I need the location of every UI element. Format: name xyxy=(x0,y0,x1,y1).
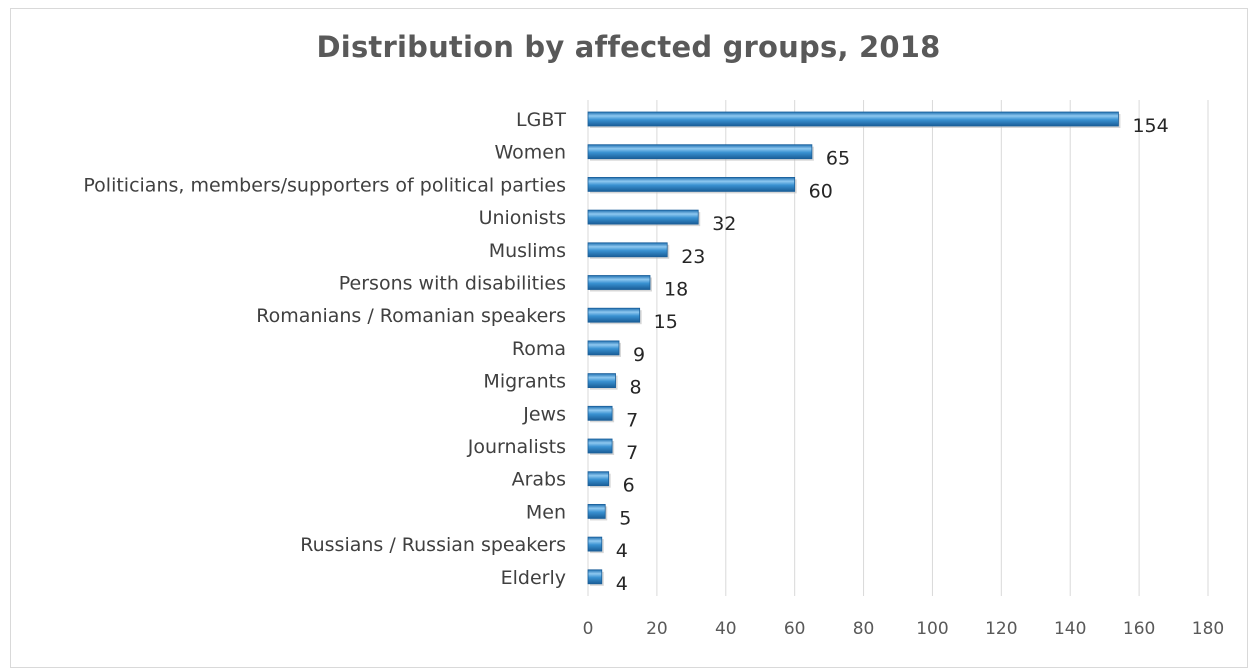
data-label: 5 xyxy=(619,507,631,529)
data-label: 65 xyxy=(826,148,850,170)
category-labels: LGBT Women Politicians, members/supporters… xyxy=(83,109,566,589)
data-label: 23 xyxy=(681,246,705,268)
data-label: 6 xyxy=(623,475,635,497)
category-label: Jews xyxy=(522,403,566,425)
x-tick-label: 20 xyxy=(646,619,668,639)
data-label: 4 xyxy=(616,540,628,562)
x-tick-label: 160 xyxy=(1123,619,1155,639)
data-label: 8 xyxy=(630,377,642,399)
bar xyxy=(587,275,651,290)
category-label: Women xyxy=(494,142,566,164)
category-label: Unionists xyxy=(479,207,566,229)
data-label: 32 xyxy=(712,213,736,235)
data-label: 15 xyxy=(654,311,678,333)
category-label: Russians / Russian speakers xyxy=(300,534,566,556)
x-axis-ticks: 0 20 40 60 80 100 120 140 160 180 xyxy=(583,619,1225,639)
bar xyxy=(587,471,610,487)
bar xyxy=(587,438,613,454)
data-label: 4 xyxy=(616,573,628,595)
category-label: Migrants xyxy=(483,371,566,393)
category-label: Elderly xyxy=(501,567,566,589)
x-tick-label: 0 xyxy=(583,619,594,639)
bar-chart: LGBT Women Politicians, members/supporters… xyxy=(83,100,1225,639)
x-tick-label: 140 xyxy=(1054,619,1086,639)
bar xyxy=(587,569,603,585)
data-label: 18 xyxy=(664,279,688,301)
x-tick-label: 80 xyxy=(853,619,875,639)
data-label: 60 xyxy=(809,180,833,202)
gridlines xyxy=(587,100,1209,596)
category-label: LGBT xyxy=(516,109,566,131)
bar xyxy=(587,209,699,225)
bar xyxy=(587,405,613,421)
data-label: 154 xyxy=(1132,115,1168,137)
bars xyxy=(587,111,1121,586)
bar xyxy=(587,144,813,160)
category-label: Muslims xyxy=(489,240,566,262)
bar xyxy=(587,340,620,356)
bar xyxy=(587,176,796,192)
data-label: 7 xyxy=(626,442,638,464)
x-tick-label: 120 xyxy=(985,619,1017,639)
category-label: Romanians / Romanian speakers xyxy=(256,305,566,327)
x-tick-label: 100 xyxy=(916,619,948,639)
category-label: Persons with disabilities xyxy=(339,273,566,295)
x-tick-label: 180 xyxy=(1192,619,1224,639)
bar xyxy=(587,536,603,552)
category-label: Arabs xyxy=(512,469,566,491)
category-label: Journalists xyxy=(467,436,566,458)
x-tick-label: 40 xyxy=(715,619,737,639)
bar xyxy=(587,111,1119,127)
bar xyxy=(587,242,668,258)
category-label: Politicians, members/supporters of polit… xyxy=(83,174,566,196)
data-label: 9 xyxy=(633,344,645,366)
bar xyxy=(587,503,606,519)
bar xyxy=(587,307,641,323)
x-tick-label: 60 xyxy=(784,619,806,639)
chart-title: Distribution by affected groups, 2018 xyxy=(316,30,941,64)
data-label: 7 xyxy=(626,409,638,431)
bar xyxy=(587,373,616,389)
category-label: Men xyxy=(526,501,566,523)
category-label: Roma xyxy=(512,338,566,360)
